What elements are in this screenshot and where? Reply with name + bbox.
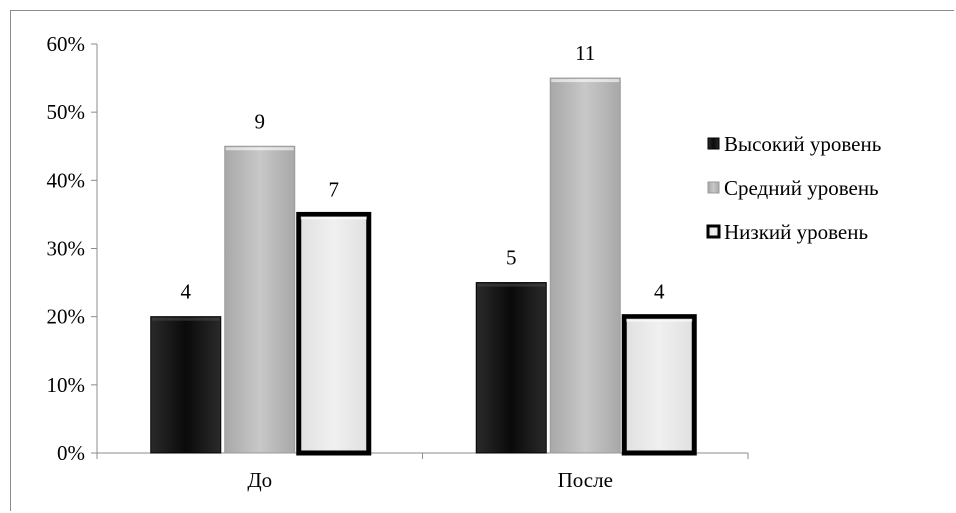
data-labels: 4 9 7 5 11 4: [181, 41, 666, 304]
bar-value-label: 9: [255, 109, 266, 133]
bar-bevel: [151, 317, 220, 321]
bars: [150, 77, 697, 456]
legend-swatch: [706, 224, 721, 239]
y-tick-label: 10%: [47, 373, 86, 397]
bar-high-before: [150, 316, 222, 454]
bar-value-label: 4: [654, 280, 665, 304]
bar-low-before: [296, 211, 372, 456]
y-tick-label: 50%: [47, 100, 86, 124]
bar-bevel: [477, 283, 546, 287]
legend-swatch: [707, 181, 720, 194]
bar-bevel: [626, 318, 693, 322]
y-tick-label: 40%: [47, 168, 86, 192]
legend-label: Высокий уровень: [724, 132, 881, 156]
y-tick-label: 60%: [47, 32, 86, 56]
bar-bevel: [225, 147, 294, 151]
x-category-label: До: [247, 468, 272, 492]
y-tick-label: 20%: [47, 305, 86, 329]
bar-value-label: 4: [181, 280, 192, 304]
legend-label: Низкий уровень: [724, 220, 868, 244]
bar-medium-before: [224, 145, 296, 454]
y-tick-label: 30%: [47, 237, 86, 261]
bar-medium-after: [549, 77, 621, 454]
bar-bevel: [551, 79, 620, 83]
bar-value-label: 7: [329, 177, 340, 201]
bar-value-label: 11: [575, 41, 595, 65]
legend-swatch: [707, 137, 720, 150]
bar-bevel: [300, 216, 367, 220]
y-tick-label: 0%: [57, 441, 85, 465]
bar-high-after: [475, 282, 547, 454]
bar-low-after: [621, 314, 697, 456]
legend-label: Средний уровень: [724, 176, 879, 200]
y-axis: 0% 10% 20% 30% 40% 50% 60%: [47, 32, 98, 465]
bar-value-label: 5: [506, 246, 517, 270]
legend: Высокий уровень Средний уровень Низкий уро…: [706, 132, 881, 244]
x-category-label: После: [558, 468, 613, 492]
x-axis: До После: [96, 452, 749, 492]
